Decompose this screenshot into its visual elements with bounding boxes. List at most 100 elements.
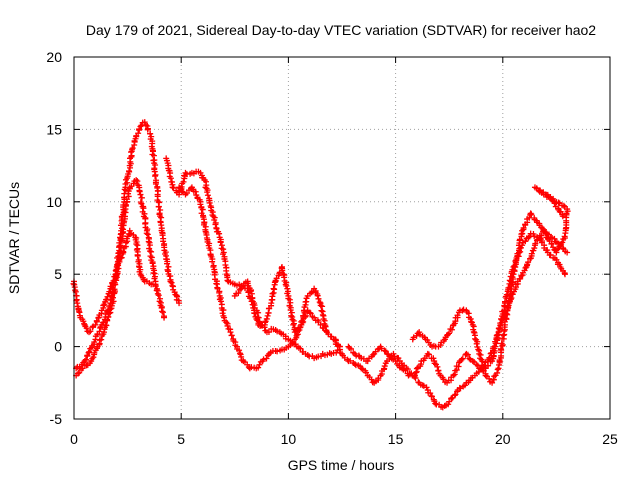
data-point — [444, 331, 451, 338]
data-point — [485, 362, 492, 369]
data-point — [468, 319, 475, 326]
data-point — [374, 346, 381, 353]
data-point — [528, 250, 535, 257]
data-point — [280, 271, 287, 278]
data-point — [220, 312, 227, 319]
data-point — [297, 345, 304, 352]
data-point — [448, 374, 455, 381]
data-point — [551, 235, 558, 242]
data-point — [128, 149, 135, 156]
data-point — [132, 135, 139, 142]
data-point — [562, 248, 569, 255]
data-point — [220, 307, 227, 314]
data-point — [121, 186, 128, 193]
data-point — [228, 332, 235, 339]
grid — [74, 57, 610, 419]
y-tick-label: 5 — [54, 266, 62, 282]
chart-title: Day 179 of 2021, Sidereal Day-to-day VTE… — [86, 22, 596, 38]
data-point — [297, 324, 304, 331]
data-point — [150, 269, 157, 276]
data-point — [497, 345, 504, 352]
data-point — [268, 302, 275, 309]
data-point — [200, 174, 207, 181]
data-point — [309, 353, 316, 360]
data-point — [107, 306, 114, 313]
data-point — [117, 242, 124, 249]
data-point — [149, 260, 156, 267]
data-point — [381, 363, 388, 370]
data-point — [125, 193, 132, 200]
data-point — [417, 361, 424, 368]
data-point — [175, 297, 182, 304]
data-point — [129, 145, 136, 152]
data-point — [260, 356, 267, 363]
data-point — [494, 369, 501, 376]
data-point — [382, 348, 389, 355]
data-point — [315, 319, 322, 326]
data-point — [155, 292, 162, 299]
data-point — [296, 326, 303, 333]
data-point — [123, 201, 130, 208]
data-point — [180, 178, 187, 185]
y-tick-label: 0 — [54, 339, 62, 355]
data-point — [475, 346, 482, 353]
data-point — [223, 319, 230, 326]
data-point — [307, 310, 314, 317]
data-point — [151, 275, 158, 282]
x-tick-label: 20 — [495, 431, 511, 447]
data-point — [295, 328, 302, 335]
series-track-2 — [73, 119, 183, 372]
data-point — [514, 250, 521, 257]
data-point — [195, 168, 202, 175]
data-point — [274, 328, 281, 335]
data-point — [375, 375, 382, 382]
data-point — [264, 352, 271, 359]
data-point — [309, 313, 316, 320]
data-point — [509, 274, 516, 281]
data-point — [314, 292, 321, 299]
data-point — [288, 312, 295, 319]
data-point — [232, 342, 239, 349]
data-point — [350, 349, 357, 356]
series-track-5 — [176, 184, 330, 372]
data-point — [117, 248, 124, 255]
data-point — [138, 194, 145, 201]
data-point — [224, 322, 231, 329]
data-point — [134, 252, 141, 259]
data-point — [369, 351, 376, 358]
data-point — [106, 288, 113, 295]
axis-ticks: 0 5 10 15 20 25 -5 0 5 10 15 20 — [46, 49, 618, 447]
data-point — [381, 347, 388, 354]
data-point — [89, 324, 96, 331]
data-point — [316, 299, 323, 306]
data-point — [106, 310, 113, 317]
data-point — [328, 333, 335, 340]
data-point — [274, 348, 281, 355]
data-point — [277, 347, 284, 354]
data-point — [525, 234, 532, 241]
data-point — [458, 356, 465, 363]
data-point — [262, 327, 269, 334]
data-point — [448, 326, 455, 333]
data-point — [446, 330, 453, 337]
data-point — [263, 315, 270, 322]
data-point — [86, 348, 93, 355]
data-point — [363, 358, 370, 365]
data-point — [539, 225, 546, 232]
data-point — [102, 322, 109, 329]
data-point — [512, 258, 519, 265]
data-point — [256, 319, 263, 326]
data-point — [257, 321, 264, 328]
data-point — [427, 390, 434, 397]
data-point — [81, 320, 88, 327]
data-point — [501, 324, 508, 331]
data-point — [261, 324, 268, 331]
data-point — [111, 286, 118, 293]
data-point — [249, 298, 256, 305]
data-point — [183, 190, 190, 197]
data-point — [152, 180, 159, 187]
data-point — [127, 164, 134, 171]
data-point — [427, 342, 434, 349]
data-point — [511, 267, 518, 274]
data-point — [147, 130, 154, 137]
